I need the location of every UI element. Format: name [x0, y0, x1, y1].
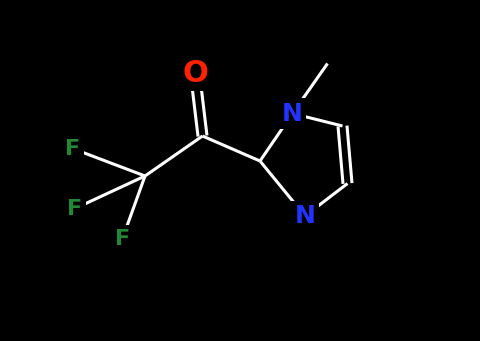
Text: N: N: [281, 102, 302, 125]
Text: F: F: [115, 228, 130, 249]
Text: O: O: [182, 59, 207, 88]
Text: N: N: [294, 204, 315, 228]
Text: F: F: [65, 138, 80, 159]
Text: F: F: [67, 198, 83, 219]
